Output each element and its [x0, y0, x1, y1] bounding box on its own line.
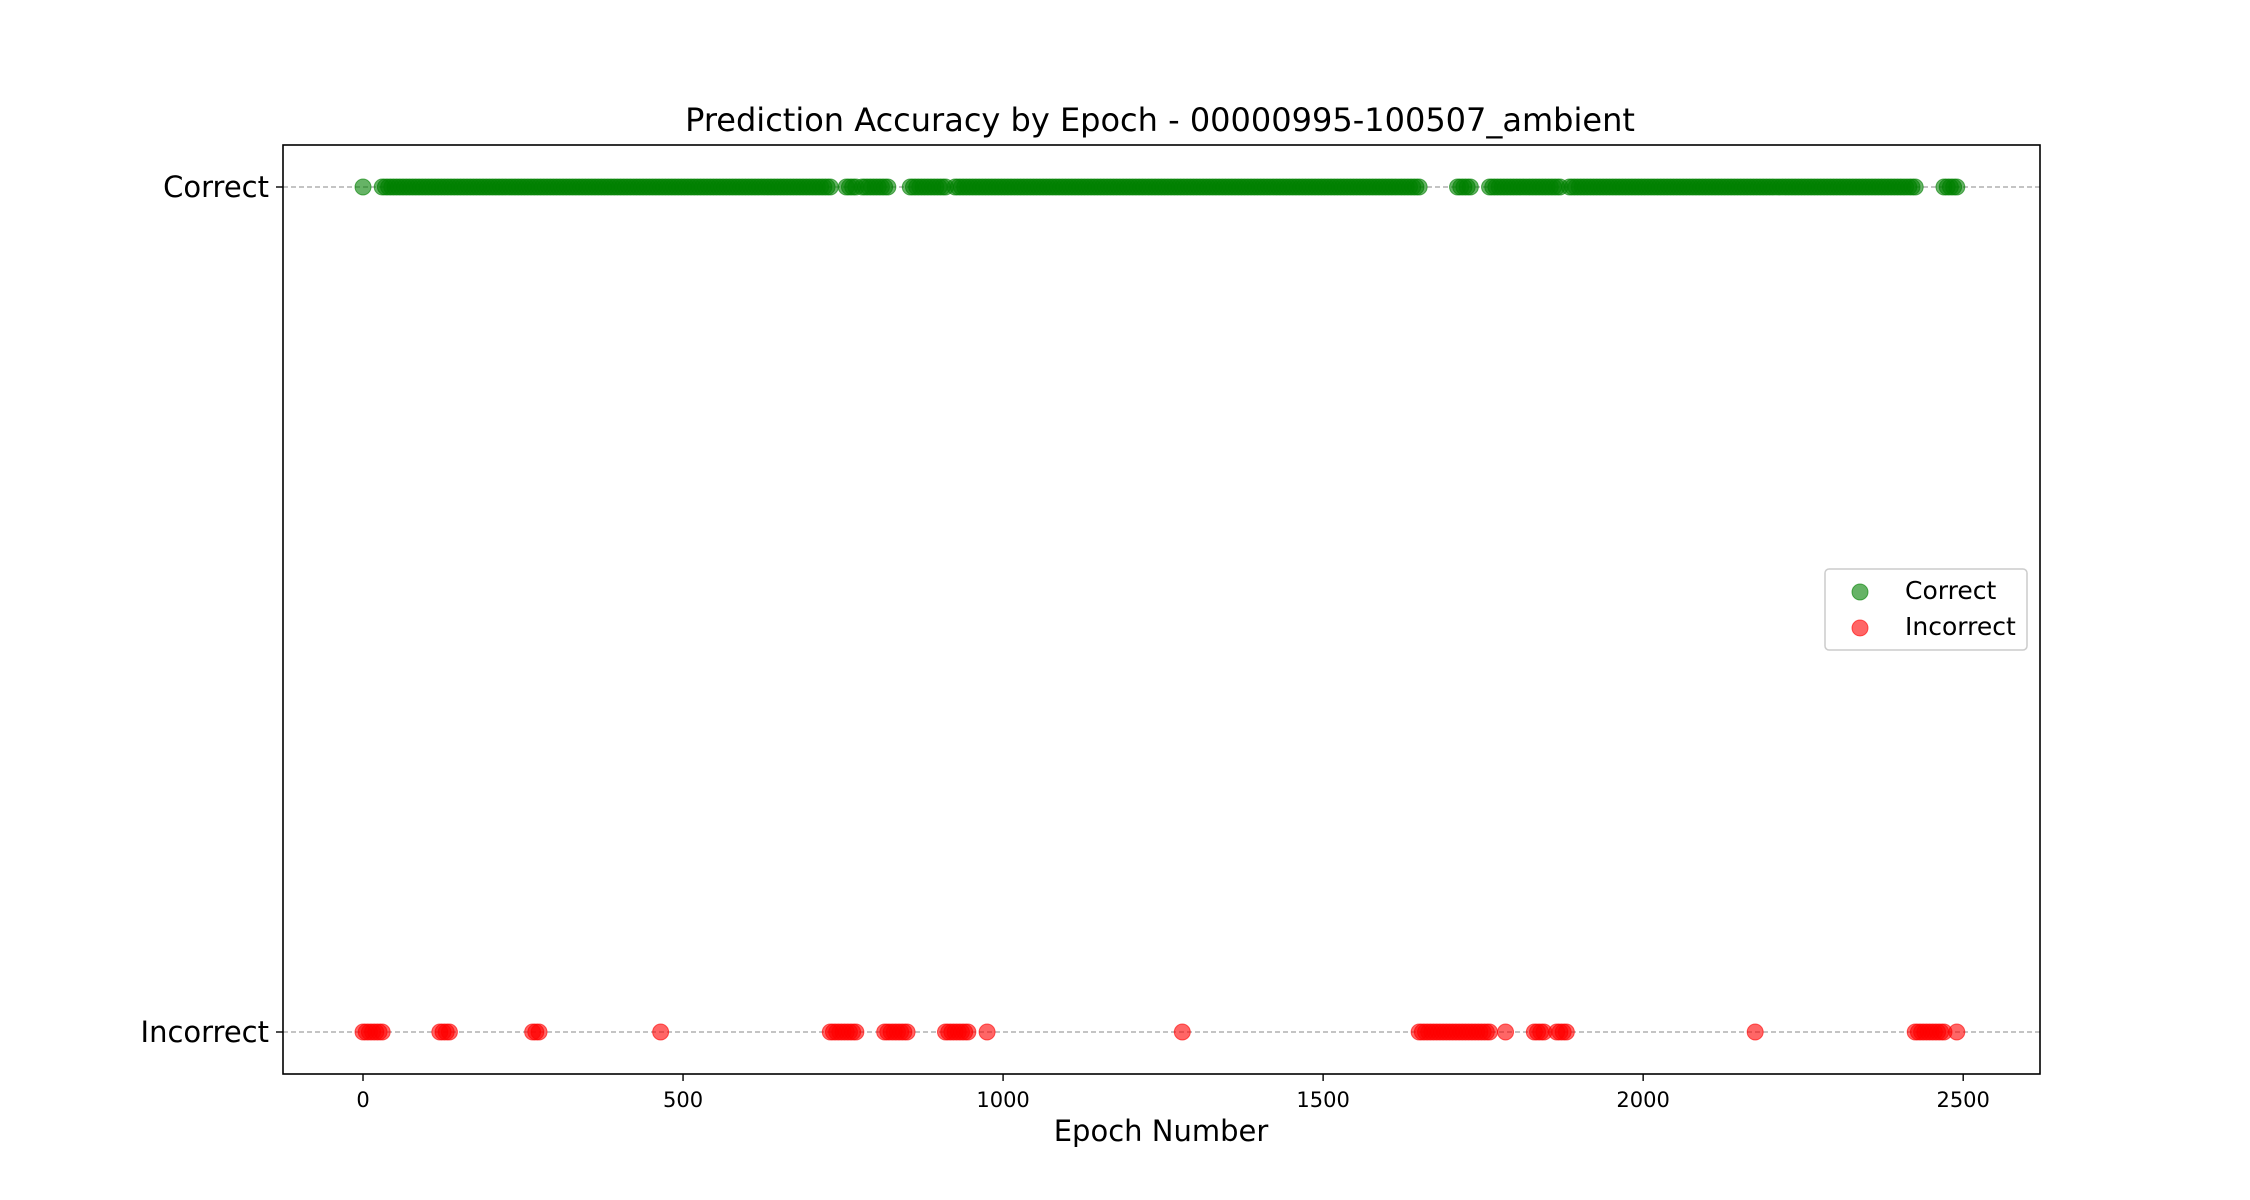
x-tick-label: 2500	[1936, 1088, 1989, 1112]
point-incorrect	[530, 1023, 548, 1041]
point-incorrect	[373, 1023, 391, 1041]
x-tick-label: 500	[663, 1088, 703, 1112]
x-axis-ticks: 0 500 1000 1500 2000 2500	[356, 1074, 1990, 1112]
legend-label-correct: Correct	[1905, 576, 1996, 605]
legend: Correct Incorrect	[1824, 568, 2028, 651]
legend-box	[1824, 568, 2028, 651]
point-correct	[1410, 178, 1428, 196]
point-incorrect	[959, 1023, 977, 1041]
x-axis-label: Epoch Number	[1054, 1114, 1269, 1148]
x-tick-label: 0	[356, 1088, 369, 1112]
chart-title: Prediction Accuracy by Epoch - 00000995-…	[685, 101, 1635, 139]
point-incorrect	[847, 1023, 865, 1041]
x-tick-label: 2000	[1616, 1088, 1669, 1112]
point-correct	[354, 178, 372, 196]
point-incorrect	[978, 1023, 996, 1041]
point-incorrect	[1497, 1023, 1515, 1041]
point-incorrect	[1173, 1023, 1191, 1041]
data-points	[354, 178, 1966, 1041]
point-incorrect	[1746, 1023, 1764, 1041]
y-axis-ticks: Incorrect Correct	[141, 170, 283, 1049]
legend-marker-incorrect	[1851, 619, 1869, 637]
point-correct	[1906, 178, 1924, 196]
x-tick-label: 1000	[976, 1088, 1029, 1112]
x-tick-label: 1500	[1296, 1088, 1349, 1112]
point-correct	[879, 178, 897, 196]
point-incorrect	[1557, 1023, 1575, 1041]
y-tick-label-correct: Correct	[163, 170, 269, 204]
point-incorrect	[440, 1023, 458, 1041]
legend-marker-correct	[1851, 583, 1869, 601]
point-correct	[821, 178, 839, 196]
legend-label-incorrect: Incorrect	[1905, 612, 2016, 641]
point-correct	[1461, 178, 1479, 196]
point-incorrect	[1481, 1023, 1499, 1041]
point-correct	[1948, 178, 1966, 196]
point-incorrect	[1948, 1023, 1966, 1041]
y-tick-label-incorrect: Incorrect	[141, 1015, 269, 1049]
point-incorrect	[898, 1023, 916, 1041]
grid-lines	[283, 186, 2040, 1033]
point-incorrect	[652, 1023, 670, 1041]
plot-frame	[282, 144, 2041, 1075]
